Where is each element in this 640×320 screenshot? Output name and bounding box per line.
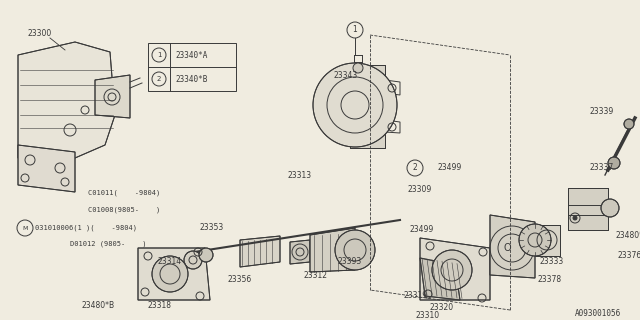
Text: 23337: 23337 xyxy=(590,164,614,172)
Circle shape xyxy=(353,63,363,73)
Circle shape xyxy=(573,216,577,220)
Circle shape xyxy=(519,224,551,256)
Text: 23314: 23314 xyxy=(158,258,182,267)
Text: D01012 (9805-    ): D01012 (9805- ) xyxy=(70,241,147,247)
Text: 23300: 23300 xyxy=(28,28,52,37)
Polygon shape xyxy=(18,145,75,192)
Text: 23378: 23378 xyxy=(537,276,561,284)
Text: 23499: 23499 xyxy=(437,163,461,172)
Text: 23480*A: 23480*A xyxy=(615,230,640,239)
Text: 23320: 23320 xyxy=(430,303,454,313)
Polygon shape xyxy=(535,225,560,256)
Text: 23356: 23356 xyxy=(228,276,252,284)
Text: 23310: 23310 xyxy=(415,311,439,320)
Text: 23353: 23353 xyxy=(200,223,224,233)
Text: 23319: 23319 xyxy=(403,291,427,300)
Text: 23480*B: 23480*B xyxy=(82,300,115,309)
Text: 23339: 23339 xyxy=(590,108,614,116)
Circle shape xyxy=(624,119,634,129)
Text: 23340*A: 23340*A xyxy=(175,51,207,60)
Polygon shape xyxy=(490,215,535,278)
Polygon shape xyxy=(568,188,608,230)
Circle shape xyxy=(152,256,188,292)
Text: A093001056: A093001056 xyxy=(575,308,621,317)
Circle shape xyxy=(601,199,619,217)
Text: 1: 1 xyxy=(353,26,357,35)
Circle shape xyxy=(199,248,213,262)
Circle shape xyxy=(335,230,375,270)
Circle shape xyxy=(608,157,620,169)
Circle shape xyxy=(184,251,202,269)
Text: 23340*B: 23340*B xyxy=(175,75,207,84)
Polygon shape xyxy=(240,236,280,267)
Text: 23499: 23499 xyxy=(410,226,435,235)
Text: 23393: 23393 xyxy=(337,258,361,267)
Polygon shape xyxy=(310,228,355,272)
Polygon shape xyxy=(420,238,490,300)
Text: C01008(9805-    ): C01008(9805- ) xyxy=(88,207,160,213)
Text: 23376: 23376 xyxy=(617,251,640,260)
Text: 23318: 23318 xyxy=(148,300,172,309)
Polygon shape xyxy=(290,240,310,264)
Polygon shape xyxy=(18,42,115,158)
Text: 031010006(1 )(    -9804): 031010006(1 )( -9804) xyxy=(35,225,137,231)
Polygon shape xyxy=(138,248,210,300)
Text: C01011(    -9804): C01011( -9804) xyxy=(88,190,160,196)
Polygon shape xyxy=(95,75,130,118)
Text: 23309: 23309 xyxy=(408,186,432,195)
Text: 23343: 23343 xyxy=(333,70,357,79)
Text: 2: 2 xyxy=(413,164,417,172)
Circle shape xyxy=(432,250,472,290)
Polygon shape xyxy=(420,258,460,300)
Bar xyxy=(148,43,236,91)
Polygon shape xyxy=(350,65,385,148)
Text: 23312: 23312 xyxy=(303,270,327,279)
Text: 1: 1 xyxy=(157,52,161,58)
Circle shape xyxy=(313,63,397,147)
Text: O: O xyxy=(503,243,511,253)
Text: M: M xyxy=(22,226,28,230)
Text: 2: 2 xyxy=(157,76,161,82)
Text: 23313: 23313 xyxy=(288,171,312,180)
Text: 23333: 23333 xyxy=(540,258,564,267)
